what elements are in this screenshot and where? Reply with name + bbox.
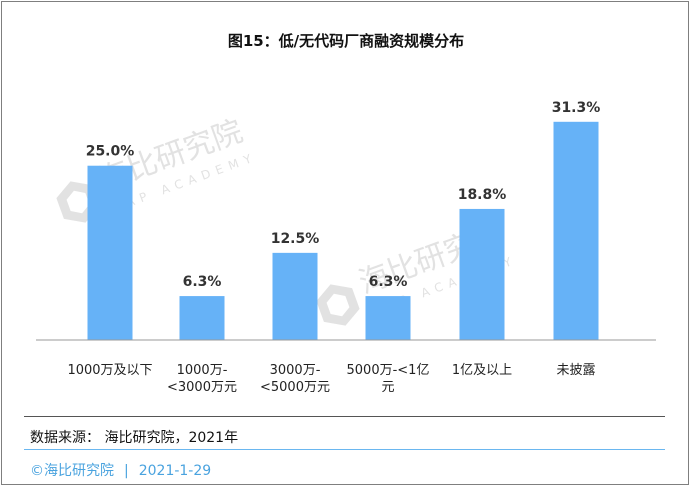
category-label: 1000万- xyxy=(177,363,228,378)
bar xyxy=(272,252,318,340)
bars xyxy=(87,121,599,341)
chart-title: 图15：低/无代码厂商融资规模分布 xyxy=(227,32,465,50)
footer-brand: ©海比研究院 xyxy=(30,463,114,479)
bar xyxy=(87,165,133,340)
category-labels: 1000万及以下 1000万- <3000万元 3000万- <5000万元 5000万-… xyxy=(67,363,595,395)
footer-divider xyxy=(24,449,665,450)
divider-line xyxy=(24,416,665,417)
value-label: 25.0% xyxy=(86,144,135,160)
data-source-note: 数据来源： 海比研究院，2021年 xyxy=(30,430,239,446)
value-labels: 25.0% 6.3% 12.5% 6.3% 18.8% 31.3% xyxy=(86,100,601,290)
watermark-logo-icon xyxy=(316,284,360,326)
category-label: 1亿及以上 xyxy=(452,363,512,378)
footer-separator: | xyxy=(124,463,129,479)
value-label: 31.3% xyxy=(552,100,601,116)
value-label: 12.5% xyxy=(271,231,320,247)
category-label: 未披露 xyxy=(556,363,595,378)
category-label: 3000万- xyxy=(270,363,321,378)
bar xyxy=(179,296,225,340)
category-label: 5000万-<1亿 xyxy=(347,363,430,378)
value-label: 18.8% xyxy=(458,187,507,203)
category-label: 元 xyxy=(381,380,394,395)
bar xyxy=(365,296,411,340)
value-label: 6.3% xyxy=(369,274,408,290)
footer: ©海比研究院 | 2021-1-29 xyxy=(30,460,211,480)
bar xyxy=(553,121,599,341)
category-label: <3000万元 xyxy=(167,380,237,395)
bar xyxy=(459,208,505,340)
category-label: <5000万元 xyxy=(260,380,330,395)
category-label: 1000万及以下 xyxy=(67,363,152,378)
value-label: 6.3% xyxy=(183,274,222,290)
footer-date: 2021-1-29 xyxy=(138,463,212,479)
